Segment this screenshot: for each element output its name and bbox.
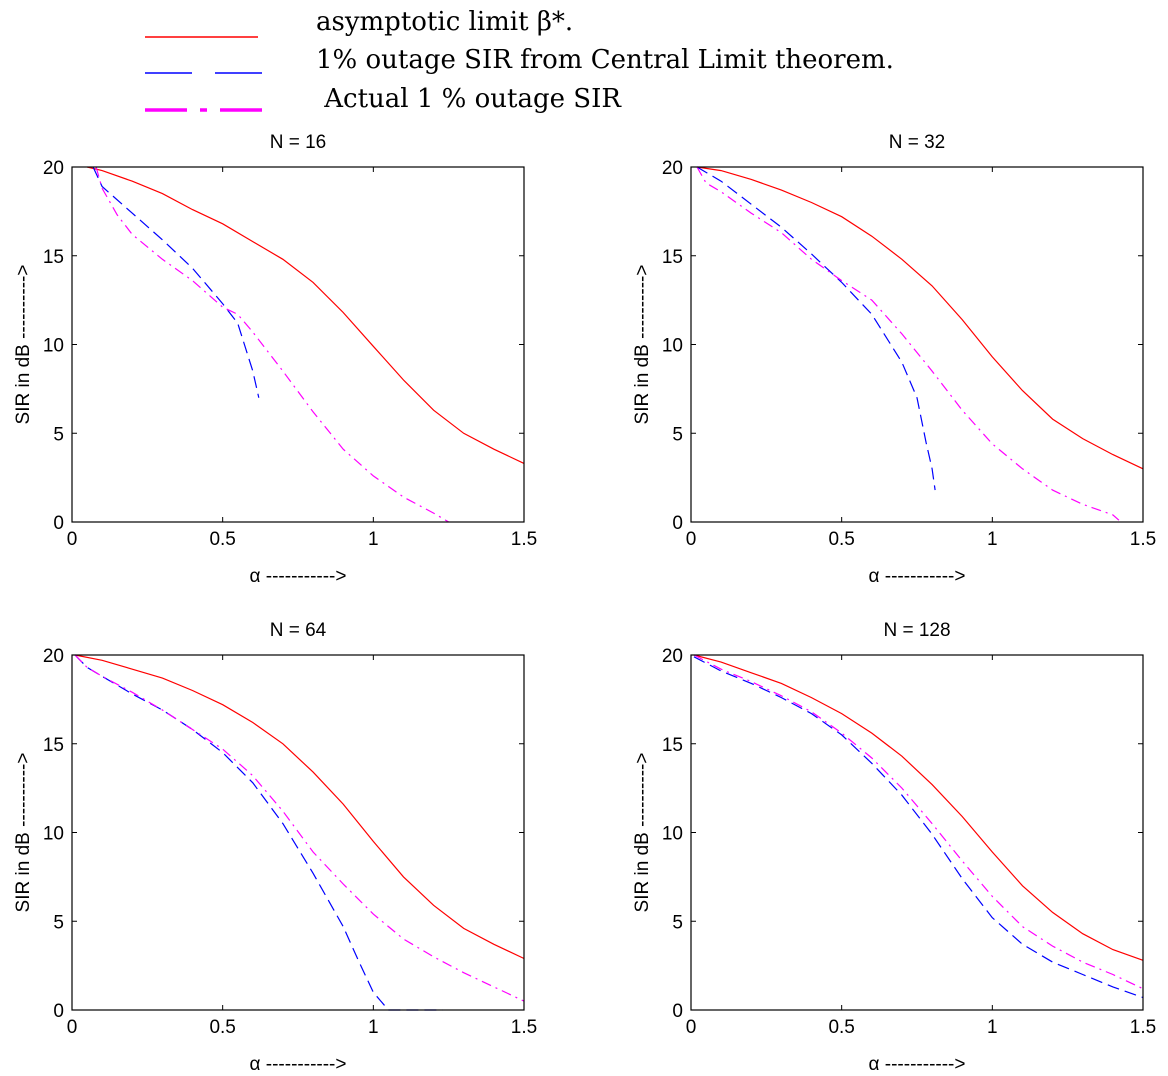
series-line-dashdot [95,166,450,523]
series-line-dashed [92,166,260,398]
chart-title: N = 128 [883,620,950,641]
y-tick-label: 20 [662,158,683,179]
y-tick-label: 10 [43,336,64,357]
series-line-dashed [74,654,443,1011]
chart-panel: 0 0.5 1 1.5 0 5 10 15 20 N = 64 α -----------> SIR … [13,620,537,1075]
x-tick-label: 1 [987,1017,998,1038]
series-line-solid [696,166,1144,470]
x-tick-label: 0 [686,1017,697,1038]
x-tick-label: 1.5 [1130,1017,1156,1038]
legend-entry: asymptotic limit β*. [145,7,573,38]
y-tick-label: 5 [672,912,683,933]
x-tick-label: 0.5 [828,529,854,550]
x-axis-label: α -----------> [250,566,347,587]
x-axis-label: α -----------> [869,566,966,587]
y-tick-label: 20 [662,646,683,667]
y-tick-label: 10 [662,336,683,357]
chart-panel: 0 0.5 1 1.5 0 5 10 15 20 N = 32 α -----------> SIR … [632,132,1156,587]
y-tick-label: 15 [662,247,683,268]
x-tick-label: 1.5 [511,529,537,550]
series-line-solid [74,654,525,960]
y-axis-label: SIR in dB ----------> [13,753,34,913]
y-axis-label: SIR in dB ----------> [13,265,34,425]
y-tick-label: 20 [43,646,64,667]
y-tick-label: 15 [43,735,64,756]
plot-frame [690,654,1144,1011]
y-tick-label: 5 [53,912,64,933]
chart-title: N = 16 [270,132,327,153]
series-line-dashed [693,656,1144,999]
chart-panel: 0 0.5 1 1.5 0 5 10 15 20 N = 16 α -----------> SIR … [13,132,537,587]
y-tick-label: 0 [672,1001,683,1022]
series-line-dashed [696,166,936,491]
series-line-solid [86,166,525,464]
y-tick-label: 15 [662,735,683,756]
x-tick-label: 0 [67,1017,78,1038]
legend: asymptotic limit β*. 1% outage SIR from … [145,7,894,114]
chart-title: N = 32 [889,132,946,153]
x-tick-label: 1 [368,529,379,550]
x-axis-label: α -----------> [869,1054,966,1075]
y-tick-label: 5 [53,424,64,445]
y-tick-label: 0 [672,513,683,534]
series-line-dashdot [693,654,1144,990]
y-axis-label: SIR in dB ----------> [632,265,653,425]
legend-label: 1% outage SIR from Central Limit theorem… [316,45,894,75]
legend-entry: Actual 1 % outage SIR [145,84,622,114]
y-axis-label: SIR in dB ----------> [632,753,653,913]
x-tick-label: 1 [987,529,998,550]
x-tick-label: 0 [686,529,697,550]
chart-panel: 0 0.5 1 1.5 0 5 10 15 20 N = 128 α -----------> SIR… [632,620,1156,1075]
x-tick-label: 0.5 [209,1017,235,1038]
x-axis-label: α -----------> [250,1054,347,1075]
x-tick-label: 0.5 [828,1017,854,1038]
y-tick-label: 20 [43,158,64,179]
x-tick-label: 0.5 [209,529,235,550]
x-tick-label: 1.5 [511,1017,537,1038]
legend-label: asymptotic limit β*. [316,7,573,37]
y-tick-label: 15 [43,247,64,268]
x-tick-label: 1 [368,1017,379,1038]
y-tick-label: 0 [53,1001,64,1022]
x-tick-label: 0 [67,529,78,550]
y-tick-label: 5 [672,424,683,445]
legend-label: Actual 1 % outage SIR [316,84,622,114]
series-line-dashdot [696,166,1120,521]
series-line-dashdot [74,654,525,1002]
y-tick-label: 10 [43,824,64,845]
x-tick-label: 1.5 [1130,529,1156,550]
series-line-solid [693,654,1144,961]
y-tick-label: 0 [53,513,64,534]
legend-entry: 1% outage SIR from Central Limit theorem… [145,45,894,75]
chart-title: N = 64 [270,620,327,641]
y-tick-label: 10 [662,824,683,845]
plot-frame [690,166,1144,523]
